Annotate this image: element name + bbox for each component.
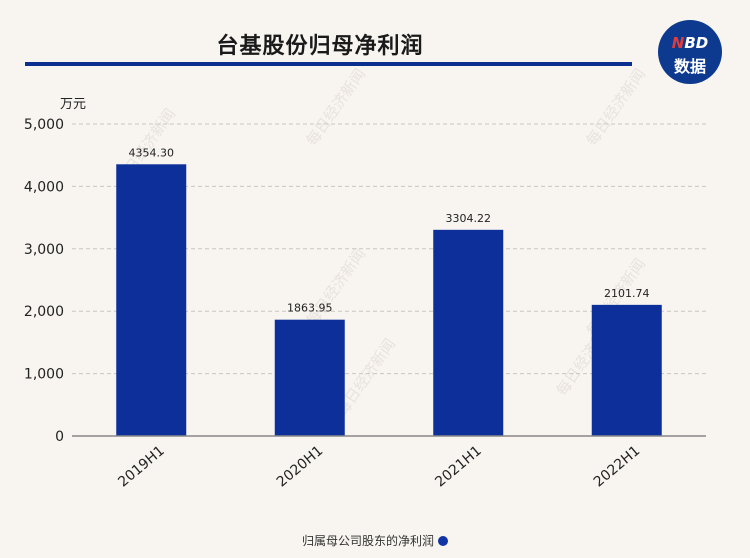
bar	[591, 304, 662, 436]
y-tick-label: 3,000	[24, 242, 64, 258]
x-tick-label: 2021H1	[432, 443, 484, 491]
chart-title: 台基股份归母净利润	[216, 34, 424, 59]
legend-label: 归属母公司股东的净利润	[301, 534, 434, 548]
bars	[116, 164, 662, 436]
y-tick-label: 4,000	[24, 179, 64, 195]
watermark-text: 每日经济新闻	[583, 65, 649, 149]
legend: 归属母公司股东的净利润	[0, 532, 750, 549]
logo-data-text: 数据	[673, 57, 706, 76]
y-tick-label: 5,000	[24, 117, 64, 133]
x-tick-label: 2022H1	[591, 443, 643, 491]
watermark-text: 每日经济新闻	[303, 65, 369, 149]
y-tick-label: 1,000	[24, 367, 64, 383]
nbd-logo: NBD 数据	[658, 20, 722, 84]
y-tick-label: 2,000	[24, 304, 64, 320]
value-labels: 4354.30 1863.95 3304.22 2101.74	[129, 146, 650, 314]
x-tick-label: 2019H1	[115, 443, 167, 491]
title-underline	[25, 62, 632, 66]
y-tick-labels: 0 1,000 2,000 3,000 4,000 5,000	[24, 117, 64, 445]
watermark-text: 每日经济新闻	[303, 245, 369, 329]
bar	[274, 319, 345, 436]
x-tick-labels: 2019H1 2020H1 2021H1 2022H1	[115, 443, 643, 491]
y-tick-label: 0	[55, 429, 64, 445]
x-tick-label: 2020H1	[274, 443, 326, 491]
bar-value-label: 1863.95	[287, 302, 333, 315]
bar	[116, 164, 187, 436]
legend-dot-icon	[438, 536, 448, 546]
bar	[433, 229, 504, 436]
bar-value-label: 2101.74	[604, 287, 650, 300]
logo-nbd-text: NBD	[671, 34, 709, 52]
bar-value-label: 4354.30	[129, 146, 175, 159]
bar-value-label: 3304.22	[446, 212, 492, 225]
y-axis-unit: 万元	[60, 97, 87, 112]
